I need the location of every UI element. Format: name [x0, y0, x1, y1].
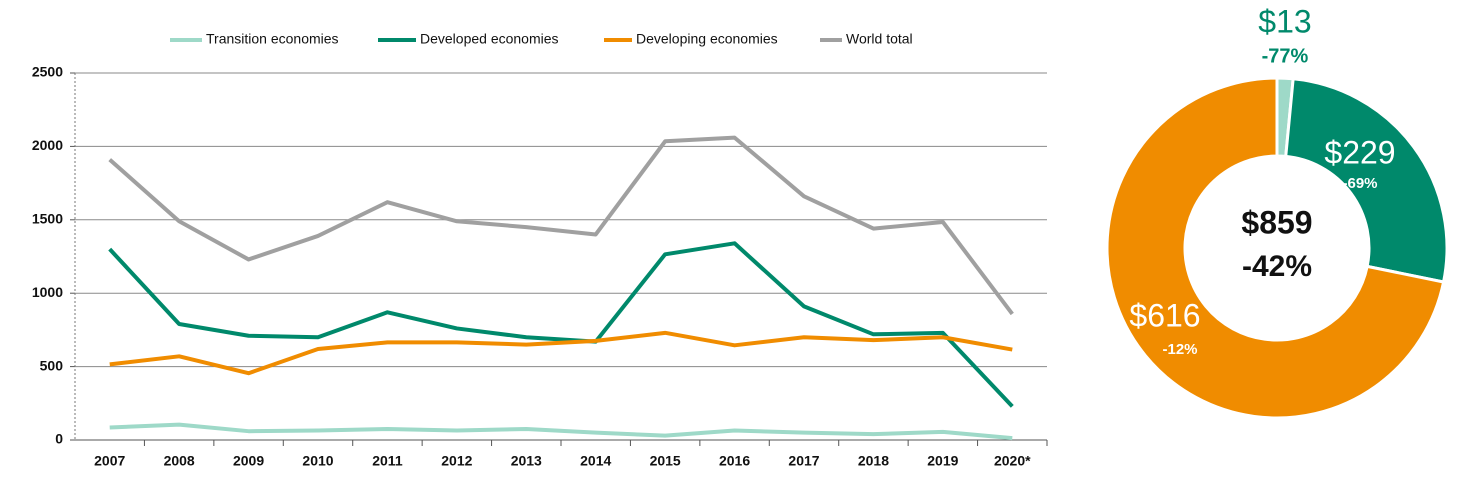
legend-label: Transition economies — [206, 31, 339, 47]
x-tick-label: 2019 — [927, 453, 958, 469]
x-tick-label: 2008 — [164, 453, 195, 469]
y-tick-label: 500 — [40, 357, 64, 373]
x-tick-label: 2020* — [994, 453, 1031, 469]
y-tick-label: 2000 — [32, 137, 63, 153]
legend-label: Developed economies — [420, 31, 559, 47]
x-tick-label: 2009 — [233, 453, 264, 469]
x-tick-label: 2012 — [441, 453, 472, 469]
line-series — [109, 422, 1013, 441]
y-tick-label: 1500 — [32, 211, 63, 227]
x-tick-label: 2018 — [858, 453, 889, 469]
donut-segment — [1284, 77, 1449, 284]
x-tick-label: 2010 — [302, 453, 333, 469]
line-series — [108, 135, 1014, 316]
x-tick-label: 2016 — [719, 453, 750, 469]
x-tick-label: 2007 — [94, 453, 125, 469]
y-tick-label: 0 — [55, 431, 63, 447]
donut-segment — [1105, 76, 1446, 420]
center-change: -42% — [1242, 250, 1312, 283]
center-total: $859 — [1241, 204, 1312, 240]
value-label: $13 — [1258, 3, 1311, 39]
change-label: -77% — [1262, 45, 1309, 67]
x-tick-label: 2011 — [372, 453, 403, 469]
x-tick-label: 2013 — [511, 453, 542, 469]
line-series — [108, 241, 1014, 408]
y-tick-label: 1000 — [32, 284, 63, 300]
legend-label: Developing economies — [636, 31, 778, 47]
change-label: -12% — [1162, 341, 1197, 358]
x-tick-label: 2017 — [788, 453, 819, 469]
x-tick-label: 2014 — [580, 453, 611, 469]
value-label: $616 — [1129, 297, 1200, 333]
line-series — [109, 330, 1013, 376]
change-label: -69% — [1342, 175, 1377, 192]
value-label: $229 — [1324, 134, 1395, 170]
y-tick-label: 2500 — [32, 64, 63, 80]
legend-label: World total — [846, 31, 913, 47]
x-tick-label: 2015 — [650, 453, 681, 469]
